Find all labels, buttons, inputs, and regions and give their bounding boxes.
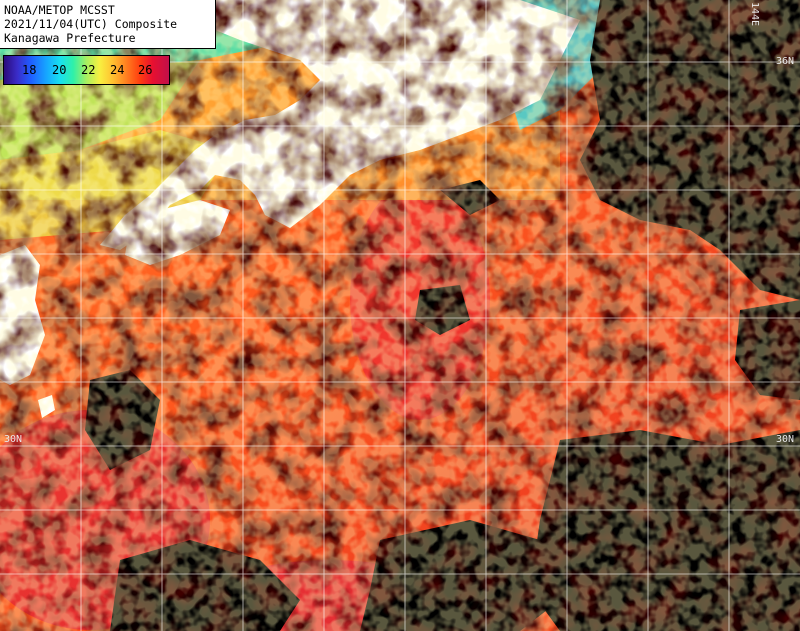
legend-label-22: 22 — [81, 63, 96, 77]
title-box: NOAA/METOP MCSST 2021/11/04(UTC) Composi… — [0, 0, 216, 49]
legend-label-26: 26 — [138, 63, 153, 77]
legend-label-18: 18 — [22, 63, 37, 77]
lat-label-30n-right: 30N — [776, 434, 795, 445]
lat-label-30n-left: 30N — [4, 434, 23, 445]
title-line-date: 2021/11/04(UTC) Composite — [4, 17, 178, 31]
lat-label-36n-right: 36N — [776, 56, 795, 67]
title-line-satellite: NOAA/METOP MCSST — [4, 3, 115, 17]
legend-label-20: 20 — [52, 63, 67, 77]
title-line-region: Kanagawa Prefecture — [4, 31, 136, 45]
temperature-legend: 18 20 22 24 26 — [3, 55, 170, 85]
legend-label-24: 24 — [110, 63, 125, 77]
lon-label-144e: 144E — [749, 2, 760, 27]
